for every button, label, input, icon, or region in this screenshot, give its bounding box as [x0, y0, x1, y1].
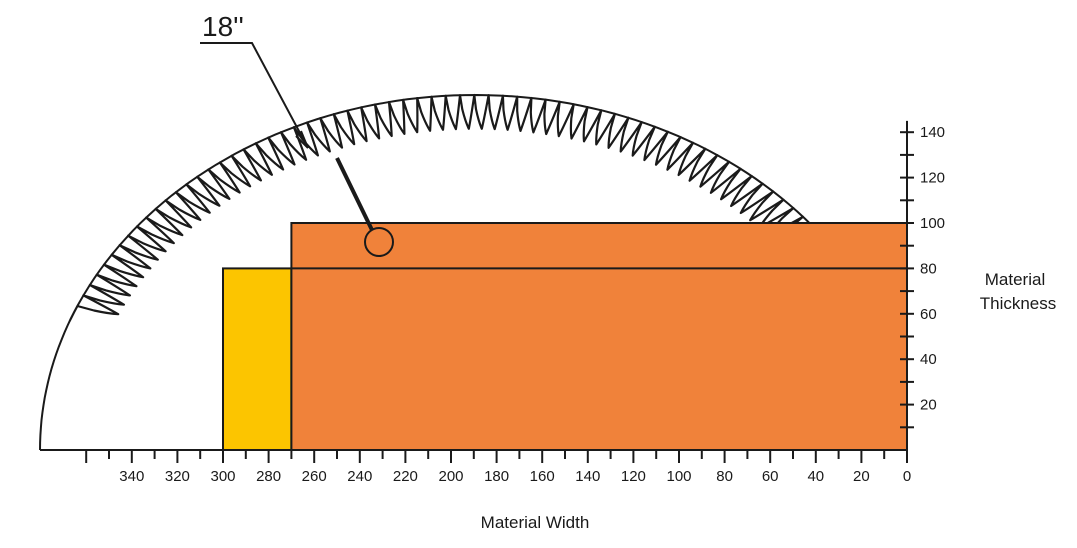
x-tick-label-240: 240: [347, 468, 372, 485]
x-tick-label-80: 80: [716, 468, 733, 485]
blade-rim: [68, 93, 828, 322]
y-tick-label-120: 120: [920, 170, 945, 187]
x-tick-label-120: 120: [621, 468, 646, 485]
blade-size-label: 18'': [202, 11, 244, 42]
yellow-region: [222, 267, 293, 451]
blade-lower-arc: [39, 304, 79, 451]
detail-circle: [364, 227, 394, 257]
x-tick-label-340: 340: [119, 468, 144, 485]
x-tick-label-180: 180: [484, 468, 509, 485]
x-tick-label-0: 0: [903, 468, 911, 485]
y-tick-label-140: 140: [920, 124, 945, 141]
x-tick-label-220: 220: [393, 468, 418, 485]
x-tick-label-40: 40: [807, 468, 824, 485]
y-axis-title-line2: Thickness: [980, 294, 1057, 313]
y-tick-label-100: 100: [920, 215, 945, 232]
blade-label-leader: [200, 42, 309, 149]
labels: 18'' Material Width Material Thickness: [202, 11, 1056, 532]
x-tick-label-320: 320: [165, 468, 190, 485]
x-axis-title: Material Width: [481, 513, 590, 532]
y-axis-title-line1: Material: [985, 270, 1045, 289]
orange-region: [290, 222, 908, 451]
x-tick-label-20: 20: [853, 468, 870, 485]
detail-pointer-line: [335, 157, 374, 231]
x-tick-label-140: 140: [575, 468, 600, 485]
y-tick-label-20: 20: [920, 397, 937, 414]
x-tick-label-280: 280: [256, 468, 281, 485]
y-tick-label-40: 40: [920, 351, 937, 368]
y-tick-label-60: 60: [920, 306, 937, 323]
x-tick-label-260: 260: [302, 468, 327, 485]
y-tick-label-80: 80: [920, 260, 937, 277]
axes: 340 320 300 280 260 240 220 200 180 160 140 120 100 8…: [40, 120, 945, 485]
material-regions: [222, 157, 908, 451]
x-tick-label-200: 200: [438, 468, 463, 485]
x-tick-label-160: 160: [530, 468, 555, 485]
x-tick-label-300: 300: [210, 468, 235, 485]
x-tick-label-100: 100: [666, 468, 691, 485]
saw-blade: [39, 42, 828, 451]
blade-label-arrow: [295, 130, 309, 149]
x-tick-label-60: 60: [762, 468, 779, 485]
